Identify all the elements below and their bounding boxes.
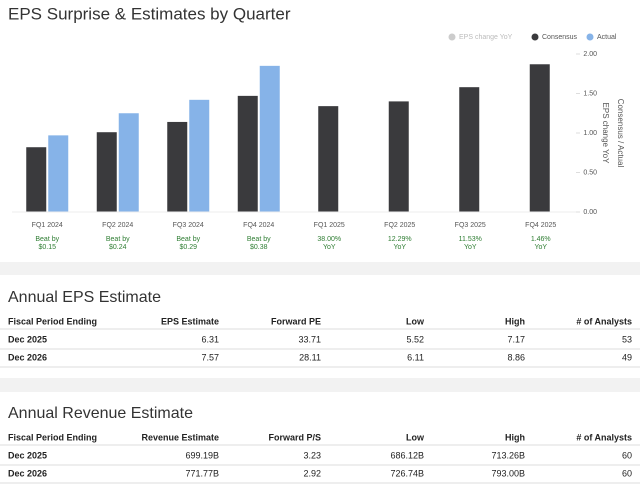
bar [459, 87, 480, 212]
axis-title: Consensus / Actual [616, 99, 625, 168]
legend-marker [531, 33, 539, 41]
annotation: YoY [323, 244, 336, 251]
annotation: 1.46% [531, 236, 551, 243]
y-tick-label: 0.50 [583, 169, 597, 176]
bar [237, 95, 258, 212]
table-cell: Dec 2025 [8, 334, 47, 344]
y-tick-label: 1.00 [583, 130, 597, 137]
legend-marker [586, 33, 594, 41]
bar [529, 64, 550, 213]
x-tick-label: FQ1 2024 [32, 222, 63, 229]
table-header: Fiscal Period Ending [8, 432, 97, 442]
bar [118, 113, 139, 212]
bar [96, 132, 117, 212]
chart-title: EPS Surprise & Estimates by Quarter [8, 4, 291, 23]
annotation: Beat by [35, 236, 59, 243]
y-tick-label: 1.50 [583, 90, 597, 97]
bar [388, 101, 409, 212]
legend-label: Consensus [542, 34, 578, 41]
table-cell: Dec 2025 [8, 450, 47, 460]
table-header: Low [406, 432, 425, 442]
table-cell: 6.31 [201, 334, 219, 344]
x-tick-label: FQ2 2024 [102, 222, 133, 229]
separator [0, 262, 640, 275]
annotation: $0.29 [179, 244, 197, 251]
table-cell: 713.26B [491, 450, 525, 460]
x-tick-label: FQ3 2024 [173, 222, 204, 229]
legend-label: EPS change YoY [459, 34, 513, 41]
table-header: Revenue Estimate [141, 432, 219, 442]
x-tick-label: FQ3 2025 [455, 222, 486, 229]
table-cell: 60 [622, 450, 632, 460]
table-header: EPS Estimate [161, 316, 219, 326]
legend-label: Actual [597, 34, 617, 41]
table-header: High [505, 432, 525, 442]
table-header: # of Analysts [576, 432, 632, 442]
table-cell: 686.12B [390, 450, 424, 460]
table-header: Forward P/S [268, 432, 321, 442]
legend-marker [448, 33, 456, 41]
table-cell: 6.11 [407, 352, 424, 362]
bar [26, 147, 47, 212]
table-cell: 49 [622, 352, 632, 362]
annotation: Beat by [247, 236, 271, 243]
annotation: YoY [464, 244, 477, 251]
annotation: Beat by [106, 236, 130, 243]
bar [259, 65, 280, 212]
annotation: $0.15 [38, 244, 56, 251]
x-tick-label: FQ1 2025 [314, 222, 345, 229]
table-header: Fiscal Period Ending [8, 316, 97, 326]
table-header: Low [406, 316, 425, 326]
table-header: Forward PE [271, 316, 321, 326]
annotation: $0.38 [250, 244, 268, 251]
x-tick-label: FQ2 2025 [384, 222, 415, 229]
table-cell: 699.19B [185, 450, 219, 460]
table-title: Annual Revenue Estimate [8, 405, 193, 422]
annotation: 11.53% [459, 236, 482, 243]
table-cell: 7.17 [507, 334, 525, 344]
annotation: YoY [534, 244, 547, 251]
y-tick-label: 0.00 [583, 209, 597, 216]
table-cell: 33.71 [298, 334, 321, 344]
x-tick-label: FQ4 2025 [525, 222, 556, 229]
table-cell: 771.77B [185, 468, 219, 478]
bar [48, 135, 69, 212]
annotation: 12.29% [388, 236, 412, 243]
table-cell: 7.57 [201, 352, 219, 362]
table-header: High [505, 316, 525, 326]
table-cell: 793.00B [491, 468, 525, 478]
table-cell: 60 [622, 468, 632, 478]
table-cell: 8.86 [507, 352, 525, 362]
table-cell: 3.23 [303, 450, 321, 460]
table-cell: 28.11 [299, 352, 321, 362]
bar [167, 121, 188, 212]
annotation: $0.24 [109, 244, 127, 251]
annotation: 38.00% [317, 236, 341, 243]
table-cell: 5.52 [406, 334, 424, 344]
y-tick-label: 2.00 [583, 51, 597, 58]
x-tick-label: FQ4 2024 [243, 222, 274, 229]
table-cell: 2.92 [303, 468, 321, 478]
table-cell: 726.74B [390, 468, 424, 478]
separator [0, 378, 640, 392]
bar [189, 99, 210, 212]
annotation: Beat by [176, 236, 200, 243]
table-title: Annual EPS Estimate [8, 289, 161, 306]
table-header: # of Analysts [576, 316, 632, 326]
table-cell: 53 [622, 334, 632, 344]
bar [318, 106, 339, 212]
table-cell: Dec 2026 [8, 352, 47, 362]
axis-title: EPS change YoY [601, 103, 610, 165]
annotation: YoY [393, 244, 406, 251]
table-cell: Dec 2026 [8, 468, 47, 478]
